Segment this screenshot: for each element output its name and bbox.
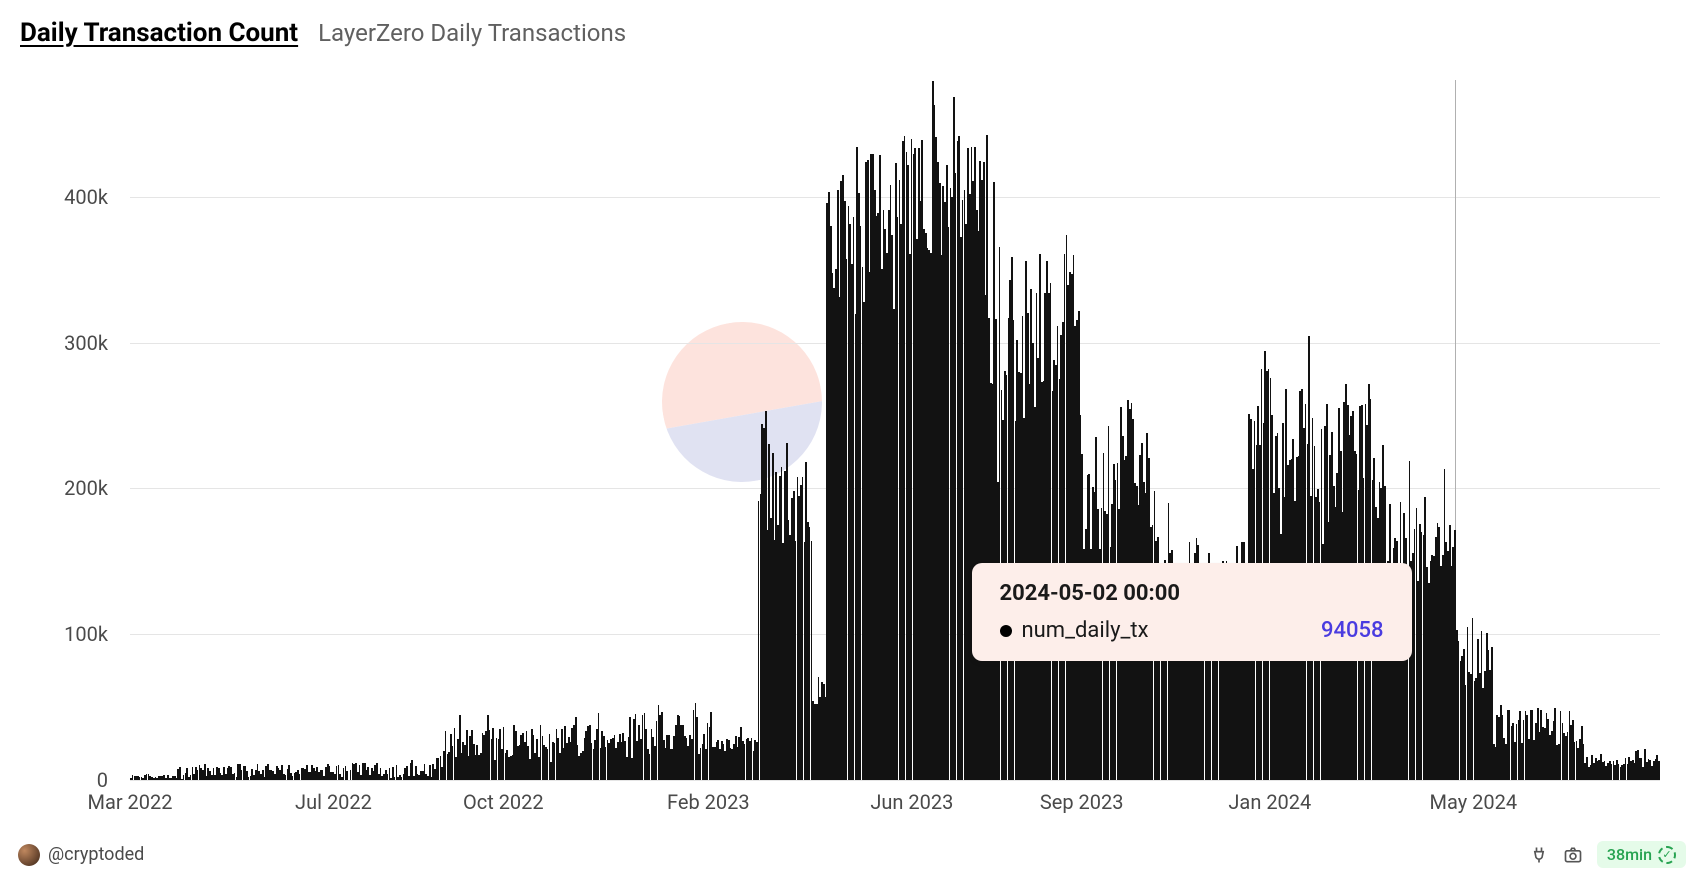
refresh-time-text: 38min (1607, 845, 1652, 864)
x-tick-label: Jan 2024 (1228, 790, 1311, 814)
chart-footer: @cryptoded 38min ✓ (18, 841, 1686, 868)
y-tick-label: 200k (64, 476, 108, 500)
chart-plot-area[interactable]: 2024-05-02 00:00 num_daily_tx 94058 (130, 80, 1660, 780)
y-tick-label: 100k (64, 622, 108, 646)
gridline (130, 780, 1660, 781)
x-tick-label: Jun 2023 (870, 790, 953, 814)
camera-icon[interactable] (1563, 845, 1583, 865)
chart-header: Daily Transaction Count LayerZero Daily … (0, 0, 1704, 48)
chart-tooltip: 2024-05-02 00:00 num_daily_tx 94058 (972, 563, 1412, 661)
y-tick-label: 0 (97, 768, 108, 792)
tooltip-date: 2024-05-02 00:00 (1000, 581, 1384, 606)
author-avatar[interactable] (18, 844, 40, 866)
x-tick-label: May 2024 (1430, 790, 1518, 814)
x-tick-label: Oct 2022 (463, 790, 544, 814)
y-tick-label: 300k (64, 331, 108, 355)
refresh-time-badge[interactable]: 38min ✓ (1597, 841, 1686, 868)
chart-title[interactable]: Daily Transaction Count (20, 18, 298, 48)
x-tick-label: Sep 2023 (1040, 790, 1124, 814)
check-circle-icon: ✓ (1658, 846, 1676, 864)
tooltip-series-dot-icon (1000, 625, 1012, 637)
x-axis: Mar 2022Jul 2022Oct 2022Feb 2023Jun 2023… (130, 790, 1660, 820)
tooltip-series-label: num_daily_tx (1022, 618, 1149, 643)
plug-icon[interactable] (1529, 845, 1549, 865)
chart-subtitle: LayerZero Daily Transactions (318, 19, 626, 47)
x-tick-label: Mar 2022 (87, 790, 172, 814)
author-handle[interactable]: @cryptoded (48, 844, 144, 865)
y-axis: 0100k200k300k400k (0, 80, 120, 780)
x-tick-label: Feb 2023 (667, 790, 750, 814)
y-tick-label: 400k (64, 185, 108, 209)
x-tick-label: Jul 2022 (295, 790, 372, 814)
tooltip-value: 94058 (1321, 618, 1384, 643)
